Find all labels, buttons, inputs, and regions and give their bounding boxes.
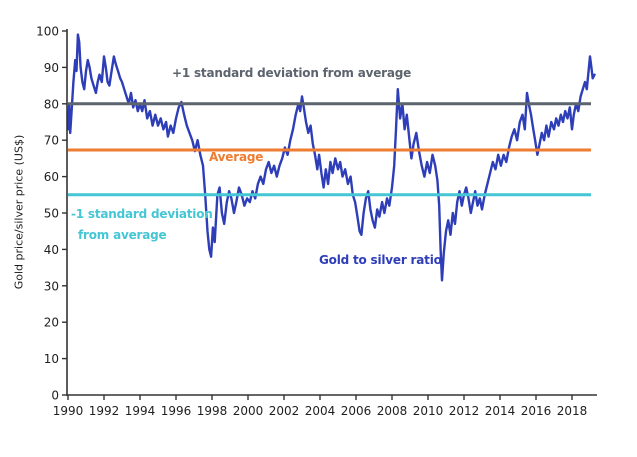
x-tick-label: 1990 xyxy=(53,404,84,418)
y-tick-label: 70 xyxy=(44,134,59,148)
x-tick-label: 1996 xyxy=(161,404,192,418)
y-axis-title: Gold price/silver price (US$) xyxy=(12,134,26,290)
x-tick-label: 2018 xyxy=(557,404,588,418)
y-tick-label: 30 xyxy=(44,279,59,293)
y-tick-label: 20 xyxy=(44,316,59,330)
series-line-gold-silver-ratio xyxy=(66,33,596,282)
x-tick-label: 2002 xyxy=(269,404,300,418)
y-tick-label: 60 xyxy=(44,170,59,184)
x-tick-label: 1992 xyxy=(89,404,120,418)
annotation-minus1sd-line1: -1 standard deviation xyxy=(71,207,213,221)
y-tick-label: 100 xyxy=(36,25,59,39)
annotation-minus1sd-label: -1 standard deviation from average xyxy=(71,204,213,246)
x-tick-label: 2016 xyxy=(521,404,552,418)
x-tick-label: 2006 xyxy=(341,404,372,418)
y-tick-label: 40 xyxy=(44,243,59,257)
y-tick-label: 0 xyxy=(51,389,59,403)
x-tick-label: 1994 xyxy=(125,404,156,418)
annotation-average-label: Average xyxy=(209,150,264,164)
x-tick-label: 2000 xyxy=(233,404,264,418)
y-tick-label: 90 xyxy=(44,61,59,75)
y-tick-label: 50 xyxy=(44,207,59,221)
x-tick-label: 2004 xyxy=(305,404,336,418)
y-tick-label: 10 xyxy=(44,352,59,366)
annotation-series-label: Gold to silver ratio xyxy=(319,253,442,267)
x-tick-label: 2014 xyxy=(485,404,516,418)
x-tick-label: 1998 xyxy=(197,404,228,418)
x-tick-label: 2010 xyxy=(413,404,444,418)
x-tick-label: 2008 xyxy=(377,404,408,418)
annotation-plus1sd-label: +1 standard deviation from average xyxy=(172,66,412,80)
x-tick-label: 2012 xyxy=(449,404,480,418)
annotation-minus1sd-line2: from average xyxy=(78,228,167,242)
y-tick-label: 80 xyxy=(44,97,59,111)
